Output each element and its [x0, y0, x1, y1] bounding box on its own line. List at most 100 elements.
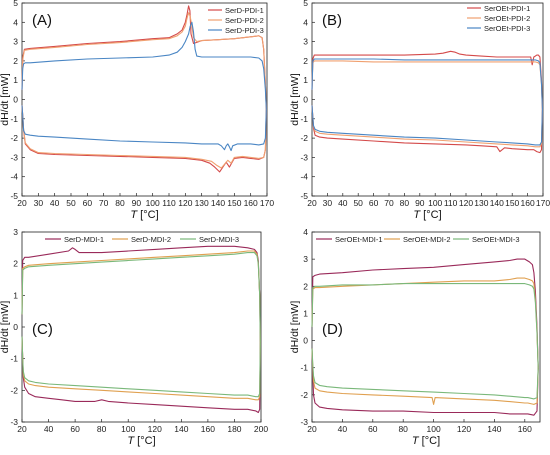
y-tick-label: 5: [303, 0, 308, 8]
series-line-3: [311, 58, 543, 110]
y-tick-label: -3: [300, 417, 308, 427]
x-axis-var: T: [127, 435, 135, 447]
x-tick-label: 60: [70, 424, 80, 434]
x-axis-unit: [°C]: [134, 435, 156, 447]
legend-label: SerD-MDI-2: [131, 235, 171, 244]
legend-label: SerOEt-MDI-3: [472, 235, 520, 244]
x-tick-label: 140: [490, 198, 504, 208]
x-axis-label: T [°C]: [130, 209, 158, 221]
y-axis-label: dH/dt [mW]: [289, 73, 301, 126]
y-tick-label: -1: [300, 114, 308, 124]
x-axis-var: T: [130, 209, 138, 221]
y-tick-label: 2: [13, 56, 18, 66]
chart-panel-a: 20 30 40 50 60 70 80 90 100 110 120 130 140 150 160 170…: [0, 0, 274, 221]
x-tick-label: 150: [227, 198, 241, 208]
y-tick-label: -4: [300, 172, 308, 182]
x-tick-label: 110: [444, 198, 458, 208]
x-tick-label: 20: [17, 198, 27, 208]
series-line-1: [311, 348, 539, 416]
x-axis-var: T: [412, 435, 420, 447]
x-tick-label: 160: [521, 198, 535, 208]
y-tick-label: -4: [10, 172, 18, 182]
x-tick-label: 110: [162, 198, 176, 208]
x-tick-label: 80: [115, 198, 125, 208]
y-axis-label: dH/dt [mW]: [0, 301, 11, 354]
y-tick-label: 4: [13, 17, 18, 27]
legend-label: SerD-PDI-2: [225, 16, 264, 25]
y-tick-label: -2: [300, 133, 308, 143]
x-tick-label: 20: [307, 198, 317, 208]
x-tick-label: 60: [368, 424, 378, 434]
x-tick-label: 200: [254, 424, 268, 434]
y-tick-label: -3: [300, 152, 308, 162]
x-tick-label: 20: [17, 424, 27, 434]
y-tick-label: 5: [13, 0, 18, 8]
x-tick-label: 60: [83, 198, 93, 208]
x-tick-label: 170: [536, 198, 550, 208]
x-tick-label: 140: [487, 424, 501, 434]
y-tick-label: -2: [10, 385, 18, 395]
x-tick-label: 140: [174, 424, 188, 434]
y-tick-label: -2: [300, 390, 308, 400]
series-line-3: [311, 105, 543, 146]
y-tick-label: 1: [303, 308, 308, 318]
y-tick-label: -2: [10, 133, 18, 143]
y-tick-label: 0: [303, 95, 308, 105]
y-tick-label: -3: [10, 152, 18, 162]
y-tick-label: -1: [10, 354, 18, 364]
x-tick-label: 90: [132, 198, 142, 208]
x-tick-label: 120: [178, 198, 192, 208]
y-tick-label: 1: [303, 75, 308, 85]
legend-label: SerOEt-MDI-1: [335, 235, 383, 244]
x-tick-label: 60: [369, 198, 379, 208]
x-axis-unit: [°C]: [420, 209, 442, 221]
series-line-1: [21, 336, 261, 414]
y-tick-label: -1: [10, 114, 18, 124]
chart-panel-d: 20 40 60 80 100 120 140 160 -3 -2 -1 0 1 2 3 4 (D) T [°C]…: [289, 227, 541, 447]
x-tick-label: 100: [427, 424, 441, 434]
x-tick-label: 160: [518, 424, 532, 434]
x-tick-label: 100: [146, 198, 160, 208]
series-line-3: [311, 348, 539, 400]
series-line-1: [311, 50, 543, 110]
x-tick-label: 40: [50, 198, 60, 208]
series-line-2: [311, 348, 539, 405]
x-axis-label: T [°C]: [413, 209, 441, 221]
x-tick-label: 100: [428, 198, 442, 208]
y-tick-label: 2: [13, 259, 18, 269]
chart-panel-c: 20 40 60 80 100 120 140 160 180 200 -3 -2 -1 0 1 2 3 (C) T…: [0, 227, 268, 447]
x-tick-label: 40: [44, 424, 54, 434]
legend-label: SerOEt-PDI-1: [484, 4, 530, 13]
panel-label: (D): [322, 321, 343, 338]
x-tick-label: 180: [227, 424, 241, 434]
x-tick-label: 130: [474, 198, 488, 208]
series-line-1: [311, 258, 539, 368]
x-tick-label: 150: [505, 198, 519, 208]
y-tick-label: -1: [300, 363, 308, 373]
y-axis-label: dH/dt [mW]: [289, 301, 301, 354]
y-axis-label: dH/dt [mW]: [0, 73, 11, 126]
y-tick-label: 3: [303, 254, 308, 264]
legend-label: SerOEt-PDI-2: [484, 14, 530, 23]
series-line-2: [311, 105, 543, 148]
x-tick-label: 120: [459, 198, 473, 208]
x-tick-label: 120: [457, 424, 471, 434]
x-tick-label: 130: [195, 198, 209, 208]
series-line-2: [21, 12, 267, 110]
legend-label: SerD-MDI-3: [199, 235, 239, 244]
series-line-1: [21, 245, 261, 343]
y-tick-label: 4: [303, 227, 308, 237]
series-line-3: [311, 283, 539, 368]
y-tick-label: 1: [13, 290, 18, 300]
x-axis-label: T [°C]: [412, 435, 440, 447]
y-tick-label: 2: [303, 281, 308, 291]
series-line-3: [21, 105, 267, 152]
x-tick-label: 40: [338, 198, 348, 208]
x-tick-label: 20: [307, 424, 317, 434]
legend-label: SerOEt-MDI-2: [403, 235, 451, 244]
y-tick-label: -3: [10, 417, 18, 427]
y-tick-label: 3: [303, 37, 308, 47]
x-tick-label: 140: [211, 198, 225, 208]
x-axis-label: T [°C]: [127, 435, 155, 447]
